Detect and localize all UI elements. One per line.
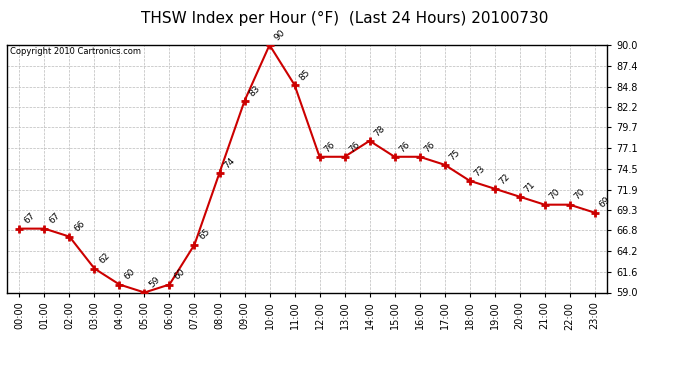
Text: 75: 75 bbox=[447, 147, 462, 162]
Text: 85: 85 bbox=[297, 68, 312, 82]
Text: 71: 71 bbox=[522, 179, 537, 194]
Text: 60: 60 bbox=[172, 267, 187, 282]
Text: 65: 65 bbox=[197, 227, 212, 242]
Text: 67: 67 bbox=[47, 211, 61, 226]
Text: 67: 67 bbox=[22, 211, 37, 226]
Text: 90: 90 bbox=[273, 28, 287, 42]
Text: 73: 73 bbox=[473, 164, 487, 178]
Text: Copyright 2010 Cartronics.com: Copyright 2010 Cartronics.com bbox=[10, 48, 141, 57]
Text: 70: 70 bbox=[573, 188, 587, 202]
Text: 70: 70 bbox=[547, 188, 562, 202]
Text: 60: 60 bbox=[122, 267, 137, 282]
Text: 83: 83 bbox=[247, 84, 262, 98]
Text: 62: 62 bbox=[97, 251, 112, 266]
Text: 78: 78 bbox=[373, 123, 387, 138]
Text: 76: 76 bbox=[322, 140, 337, 154]
Text: 66: 66 bbox=[72, 219, 87, 234]
Text: 76: 76 bbox=[347, 140, 362, 154]
Text: THSW Index per Hour (°F)  (Last 24 Hours) 20100730: THSW Index per Hour (°F) (Last 24 Hours)… bbox=[141, 11, 549, 26]
Text: 72: 72 bbox=[497, 171, 512, 186]
Text: 69: 69 bbox=[598, 195, 612, 210]
Text: 76: 76 bbox=[422, 140, 437, 154]
Text: 74: 74 bbox=[222, 156, 237, 170]
Text: 76: 76 bbox=[397, 140, 412, 154]
Text: 59: 59 bbox=[147, 275, 161, 290]
